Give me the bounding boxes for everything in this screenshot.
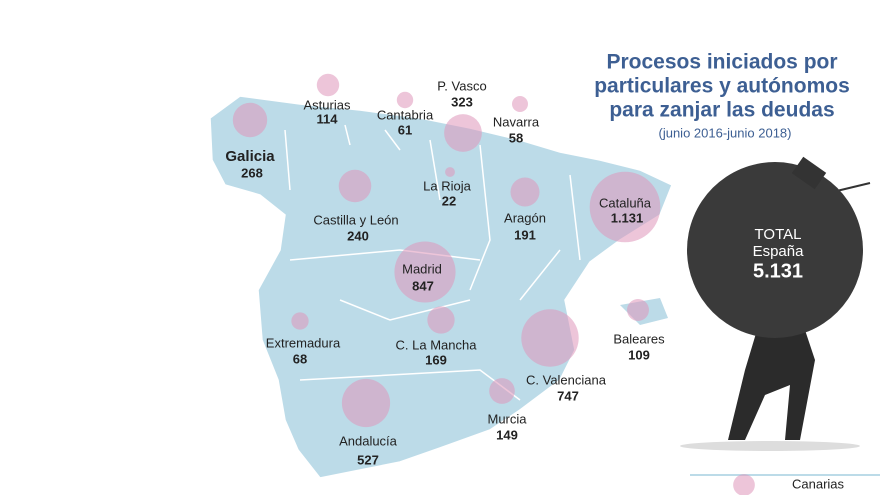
- region-name: Cantabria: [377, 107, 434, 122]
- region-value: 847: [412, 278, 434, 293]
- region-bubble: [316, 73, 340, 97]
- region-bubble: [627, 299, 649, 321]
- region-value: 68: [293, 351, 307, 366]
- subtitle: (junio 2016-junio 2018): [659, 125, 792, 140]
- title-line: Procesos iniciados por: [606, 51, 837, 74]
- region-name: Asturias: [304, 97, 351, 112]
- region-value: 1.131: [611, 210, 644, 225]
- region-name: Extremadura: [266, 335, 341, 350]
- region-name: Murcia: [487, 411, 527, 426]
- region-name: Aragón: [504, 210, 546, 225]
- region-value: 149: [496, 427, 518, 442]
- total-label: TOTAL: [755, 226, 802, 243]
- region-value: 747: [557, 388, 579, 403]
- region-value: 109: [628, 347, 650, 362]
- region-name: La Rioja: [423, 178, 471, 193]
- region-value: 527: [357, 452, 379, 467]
- region-name: Galicia: [225, 148, 275, 165]
- region-name: C. La Mancha: [396, 337, 478, 352]
- region-bubble: [489, 378, 515, 404]
- region-bubble: [521, 309, 579, 367]
- region-bubble: [338, 169, 372, 203]
- region-name: Andalucía: [339, 433, 398, 448]
- figure-body: [728, 315, 815, 440]
- region-bubble: [589, 171, 661, 243]
- region-name: Baleares: [613, 331, 665, 346]
- region-value: 323: [451, 94, 473, 109]
- region-value: 22: [442, 193, 456, 208]
- region-bubble: [510, 177, 540, 207]
- region-name: P. Vasco: [437, 78, 486, 93]
- title-line: para zanjar las deudas: [609, 99, 834, 122]
- region-bubble: [444, 114, 482, 152]
- region-bubble: [445, 167, 455, 177]
- region-bubble: [512, 96, 528, 112]
- region-value: 191: [514, 227, 536, 242]
- region-bubble: [394, 241, 456, 303]
- region-name: Canarias: [792, 476, 845, 491]
- region-value: 107: [807, 492, 829, 495]
- ground-shadow: [680, 441, 860, 451]
- region-value: 169: [425, 352, 447, 367]
- region-value: 268: [241, 165, 263, 180]
- region-bubble: [232, 102, 268, 138]
- region-value: 61: [398, 122, 412, 137]
- total-value: 5.131: [753, 260, 803, 282]
- region-bubble: [396, 91, 414, 109]
- region-bubble: [733, 474, 755, 495]
- region-name: Navarra: [493, 114, 540, 129]
- region-bubble: [341, 378, 391, 428]
- bomb-cap: [791, 156, 827, 190]
- region-name: Cataluña: [599, 195, 652, 210]
- region-value: 240: [347, 228, 369, 243]
- region-value: 114: [317, 111, 339, 126]
- title-line: particulares y autónomos: [594, 75, 850, 98]
- bomb: [687, 162, 863, 338]
- region-value: 58: [509, 130, 523, 145]
- region-name: Castilla y León: [313, 212, 398, 227]
- region-name: C. Valenciana: [526, 372, 607, 387]
- region-bubble: [427, 306, 455, 334]
- region-name: Madrid: [402, 261, 442, 276]
- total-sublabel: España: [753, 243, 805, 260]
- region-bubble: [291, 312, 309, 330]
